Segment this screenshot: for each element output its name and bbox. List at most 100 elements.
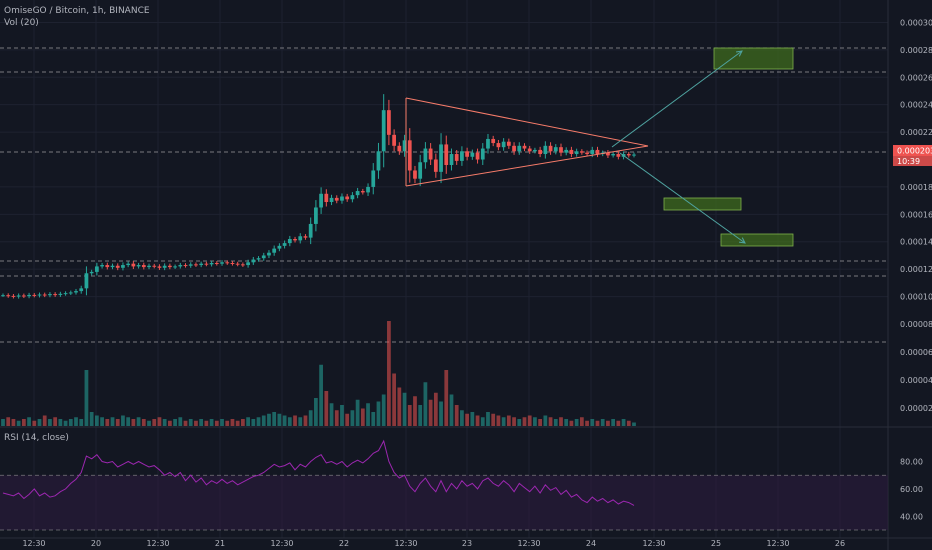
volume-bar <box>27 417 31 426</box>
volume-bar <box>574 419 579 426</box>
time-axis-label: 12:30 <box>146 539 169 548</box>
projection-arrow-down[interactable] <box>619 152 746 244</box>
volume-legend[interactable]: Vol (20) <box>4 18 39 28</box>
volume-bar <box>63 420 68 426</box>
drawings[interactable] <box>405 47 794 247</box>
candle-body <box>241 264 245 266</box>
volume-bar <box>496 415 501 426</box>
candle-body <box>350 195 355 200</box>
candle-body <box>496 143 501 148</box>
candle-body <box>329 197 334 202</box>
candle-body <box>454 154 459 161</box>
candle-body <box>209 262 214 265</box>
candle-body <box>89 271 94 274</box>
candle-body <box>147 265 151 268</box>
volume-bar <box>533 417 537 426</box>
candle-body <box>533 149 537 152</box>
volume-bar <box>303 415 308 426</box>
volume-bar <box>480 417 485 426</box>
volume-bar <box>506 415 511 426</box>
candle-body <box>517 145 522 152</box>
candle-body <box>48 294 52 296</box>
candle-body <box>491 138 496 144</box>
volume-bar <box>230 419 235 426</box>
volume-bar <box>371 412 376 426</box>
volume-bar <box>585 420 589 426</box>
volume-bar <box>486 412 490 426</box>
volume-bar <box>173 419 177 426</box>
candle-body <box>79 288 84 292</box>
candle-body <box>543 145 548 155</box>
candle-body <box>574 151 579 155</box>
candle-body <box>626 154 631 156</box>
volume-bar <box>611 419 616 426</box>
candle-body <box>199 263 204 266</box>
candle-body <box>220 262 224 264</box>
candle-body <box>439 144 443 172</box>
candle-body <box>225 262 230 264</box>
projection-arrow-up[interactable] <box>611 50 743 148</box>
candle-body <box>340 196 344 201</box>
volume-bar <box>272 412 277 426</box>
volume-bar <box>527 415 532 426</box>
candle-body <box>392 134 396 146</box>
time-axis[interactable]: 12:30 20 12:30 21 12:30 22 12:30 23 12:30 24 12:30… <box>22 539 845 548</box>
volume-bar <box>564 419 569 426</box>
volume-bar <box>433 392 438 426</box>
candle-body <box>324 193 329 202</box>
volume-bar <box>68 419 73 426</box>
rsi-legend[interactable]: RSI (14, close) <box>4 433 69 443</box>
volume-bar <box>162 419 167 426</box>
symbol-title[interactable]: OmiseGO / Bitcoin, 1h, BINANCE <box>4 6 150 16</box>
rsi-axis-label: 40.00 <box>900 512 923 521</box>
volume-bar <box>360 408 365 426</box>
volume-bar <box>131 419 136 426</box>
volume-bar <box>126 417 131 426</box>
volume-bar <box>121 415 125 426</box>
candle-body <box>183 265 188 267</box>
candle-body <box>418 162 423 179</box>
candle-body <box>334 197 339 201</box>
candle-body <box>204 263 209 265</box>
candle-body <box>595 149 600 155</box>
candle-body <box>366 186 370 193</box>
candle-body <box>319 193 323 208</box>
volume-axis-label: 0.0000200 <box>900 404 932 413</box>
price-axis[interactable]: 0.0003000 0.0002800 0.0002600 0.0002400 0.00… <box>900 18 932 521</box>
target-zone-middle[interactable] <box>663 197 742 211</box>
volume-bar <box>16 420 21 426</box>
volume-bar <box>397 387 402 426</box>
target-zone-upper[interactable] <box>713 47 794 70</box>
volume-bar <box>204 420 209 426</box>
time-axis-label: 21 <box>215 539 225 548</box>
time-axis-label: 12:30 <box>270 539 293 548</box>
volume-axis-label: 0.0000400 <box>900 376 932 385</box>
volume-bar <box>460 410 464 426</box>
volume-bar <box>548 417 553 426</box>
price-axis-label: 0.0001800 <box>900 183 932 192</box>
last-price-tag: 0.0002036 10:39 <box>893 145 932 166</box>
price-tag-countdown: 10:39 <box>897 157 920 166</box>
candle-body <box>444 144 449 165</box>
candle-body <box>162 265 167 268</box>
volume-bar <box>632 422 636 426</box>
candle-body <box>345 196 350 200</box>
volume-bar <box>345 413 350 426</box>
volume-bar <box>329 403 334 426</box>
price-axis-label: 0.0002800 <box>900 46 932 55</box>
volume-bar <box>261 415 266 426</box>
volume-bar <box>559 417 563 426</box>
target-zone-lower[interactable] <box>720 233 794 247</box>
volume-bar <box>324 391 329 426</box>
volume-bar <box>308 410 313 426</box>
triangle-lower-line[interactable] <box>405 145 649 187</box>
candle-body <box>157 266 162 268</box>
candle-body <box>548 145 553 152</box>
volume-bar <box>501 417 506 426</box>
candle-body <box>277 245 282 249</box>
candle-body <box>376 151 381 171</box>
volume-bar <box>522 417 527 426</box>
triangle-upper-line[interactable] <box>405 97 649 147</box>
volume-bar <box>277 413 282 426</box>
